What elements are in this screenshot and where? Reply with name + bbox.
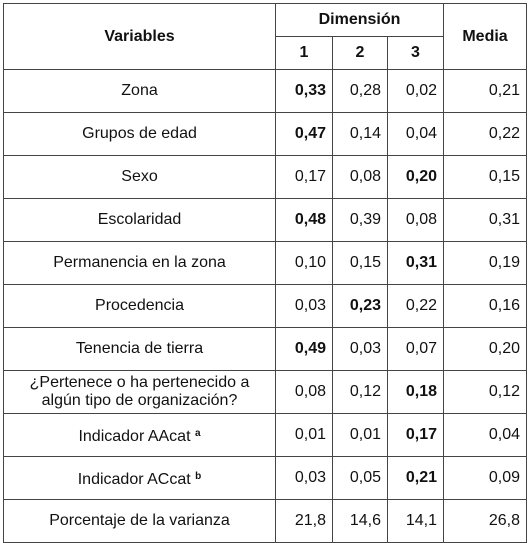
value-cell: 0,05 [332, 456, 388, 500]
value-cell: 0,22 [386, 284, 445, 328]
value-cell: 0,08 [332, 155, 388, 199]
value-cell: 21,8 [275, 499, 333, 543]
header-cell: 1 [275, 36, 333, 70]
value-cell: 0,15 [443, 155, 528, 199]
table-row: Sexo 0,17 0,08 0,20 0,15 [3, 155, 528, 199]
row-label: Procedencia [95, 297, 184, 314]
table-row: Zona 0,33 0,28 0,02 0,21 [3, 69, 528, 113]
value-cell: 0,04 [386, 112, 445, 156]
row-label-cell: Porcentaje de la varianza [3, 499, 276, 543]
row-label: Indicador ACcat [77, 470, 191, 488]
value-cell: 0,15 [332, 241, 388, 285]
value-cell: 14,1 [386, 499, 445, 543]
value-cell: 0,12 [332, 370, 388, 414]
table-row: ¿Pertenece o ha pertenecido a algún tipo… [3, 370, 528, 414]
table-row: Indicador AAcat a 0,01 0,01 0,17 0,04 [3, 413, 528, 457]
value-cell: 0,31 [443, 198, 528, 242]
value-cell: 0,39 [332, 198, 388, 242]
value-cell: 0,20 [386, 155, 445, 199]
row-label: Sexo [121, 168, 158, 185]
header-row: Variables Dimensión Media [3, 3, 528, 70]
value-cell: 0,31 [386, 241, 445, 285]
table-row: Tenencia de tierra 0,49 0,03 0,07 0,20 [3, 327, 528, 371]
table-row: Escolaridad 0,48 0,39 0,08 0,31 [3, 198, 528, 242]
row-label-cell: Indicador AAcat a [3, 413, 276, 457]
value-cell: 0,17 [275, 155, 333, 199]
value-cell: 0,10 [275, 241, 333, 285]
value-cell: 0,01 [275, 413, 333, 457]
table-row: Indicador ACcat b 0,03 0,05 0,21 0,09 [3, 456, 528, 500]
table-row: Permanencia en la zona 0,10 0,15 0,31 0,19 [3, 241, 528, 285]
header-cell: 3 [386, 36, 445, 70]
footnote-mark: b [195, 470, 202, 482]
row-label: Porcentaje de la varianza [49, 512, 230, 529]
table-row: Procedencia 0,03 0,23 0,22 0,16 [3, 284, 528, 328]
value-cell: 0,17 [386, 413, 445, 457]
value-cell: 0,03 [275, 284, 333, 328]
row-label: ¿Pertenece o ha pertenecido a algún tipo… [29, 374, 250, 409]
row-label-cell: ¿Pertenece o ha pertenecido a algún tipo… [3, 370, 276, 414]
row-label-cell: Indicador ACcat b [3, 456, 276, 500]
header-cell: 2 [332, 36, 388, 70]
value-cell: 14,6 [332, 499, 388, 543]
row-label-cell: Permanencia en la zona [3, 241, 276, 285]
value-cell: 0,23 [332, 284, 388, 328]
value-cell: 0,01 [332, 413, 388, 457]
row-label-cell: Grupos de edad [3, 112, 276, 156]
row-label: Permanencia en la zona [53, 254, 226, 271]
value-cell: 0,04 [443, 413, 528, 457]
value-cell: 0,03 [332, 327, 388, 371]
value-cell: 0,28 [332, 69, 388, 113]
value-cell: 0,12 [443, 370, 528, 414]
value-cell: 0,08 [275, 370, 333, 414]
footnote-mark: a [194, 427, 201, 439]
value-cell: 0,48 [275, 198, 333, 242]
value-cell: 0,08 [386, 198, 445, 242]
value-cell: 0,22 [443, 112, 528, 156]
value-cell: 0,09 [443, 456, 528, 500]
row-label: Tenencia de tierra [75, 340, 204, 357]
value-cell: 0,02 [386, 69, 445, 113]
value-cell: 0,21 [386, 456, 445, 500]
value-cell: 0,03 [275, 456, 333, 500]
value-cell: 0,16 [443, 284, 528, 328]
header-cell: Media [443, 3, 528, 70]
data-table: Variables Dimensión Media 1 2 3 Zona 0,33… [3, 3, 528, 543]
header-cell: Variables [3, 3, 276, 70]
value-cell: 0,49 [275, 327, 333, 371]
value-cell: 0,19 [443, 241, 528, 285]
table-row: Porcentaje de la varianza 21,8 14,6 14,1 26,… [3, 499, 528, 543]
value-cell: 0,18 [386, 370, 445, 414]
row-label-cell: Tenencia de tierra [3, 327, 276, 371]
value-cell: 26,8 [443, 499, 528, 543]
row-label: Escolaridad [97, 211, 182, 228]
row-label-cell: Zona [3, 69, 276, 113]
table-body: Zona 0,33 0,28 0,02 0,21 Grupos de edad 0,47 0,… [3, 69, 528, 543]
table-row: Grupos de edad 0,47 0,14 0,04 0,22 [3, 112, 528, 156]
row-label: Grupos de edad [82, 125, 197, 142]
value-cell: 0,21 [443, 69, 528, 113]
row-label-cell: Sexo [3, 155, 276, 199]
value-cell: 0,07 [386, 327, 445, 371]
value-cell: 0,33 [275, 69, 333, 113]
header-cell: Dimensión [274, 3, 445, 37]
row-label-cell: Escolaridad [3, 198, 276, 242]
value-cell: 0,14 [332, 112, 388, 156]
row-label: Indicador AAcat [78, 427, 191, 445]
row-label: Zona [121, 82, 158, 99]
value-cell: 0,20 [443, 327, 528, 371]
value-cell: 0,47 [275, 112, 333, 156]
row-label-cell: Procedencia [3, 284, 276, 328]
